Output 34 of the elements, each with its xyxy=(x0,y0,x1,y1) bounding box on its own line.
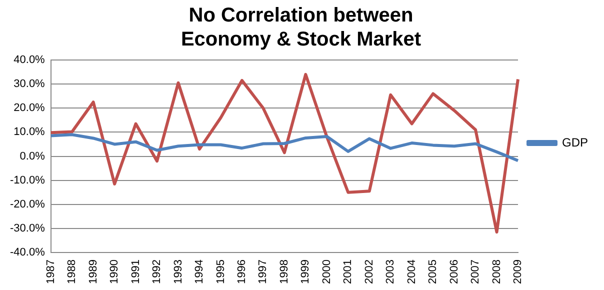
x-tick-label: 2009 xyxy=(512,260,524,284)
x-tick-label: 1992 xyxy=(151,260,164,284)
x-tick-label: 2006 xyxy=(448,260,460,284)
x-tick-label: 1994 xyxy=(194,260,206,284)
x-tick-label: 1990 xyxy=(108,260,121,284)
y-tick-label: 10.0% xyxy=(14,126,46,138)
x-tick-label: 1995 xyxy=(214,260,227,284)
x-tick-label: 2007 xyxy=(470,260,482,284)
y-tick-label: 20.0% xyxy=(14,102,46,114)
x-tick-label: 2003 xyxy=(384,260,397,284)
y-tick-label: -10.0% xyxy=(10,174,46,186)
x-tick-label: 2000 xyxy=(320,260,333,284)
y-tick-label: 0.0% xyxy=(20,150,46,162)
y-tick-label: 40.0% xyxy=(14,54,46,66)
x-tick-label: 1996 xyxy=(236,260,248,284)
x-tick-label: 2004 xyxy=(406,260,418,284)
x-tick-label: 2002 xyxy=(363,260,376,284)
y-tick-label: -20.0% xyxy=(10,198,46,210)
x-tick-label: 2008 xyxy=(490,260,503,284)
legend-label: GDP xyxy=(562,135,588,150)
x-tick-label: 1988 xyxy=(66,260,78,284)
x-tick-label: 1987 xyxy=(44,260,57,284)
y-tick-label: 30.0% xyxy=(14,78,46,90)
x-tick-label: 1991 xyxy=(130,260,142,284)
x-tick-label: 2005 xyxy=(427,260,440,284)
x-tick-label: 1989 xyxy=(87,260,100,284)
chart-title: No Correlation between Economy & Stock Market xyxy=(180,4,422,51)
x-tick-label: 2001 xyxy=(342,260,354,284)
x-tick-label: 1998 xyxy=(278,260,290,284)
y-tick-label: -30.0% xyxy=(10,222,46,234)
x-tick-label: 1999 xyxy=(300,260,312,284)
x-tick-label: 1993 xyxy=(172,260,184,284)
x-tick-label: 1997 xyxy=(257,260,270,284)
y-tick-label: -40.0% xyxy=(10,246,46,259)
